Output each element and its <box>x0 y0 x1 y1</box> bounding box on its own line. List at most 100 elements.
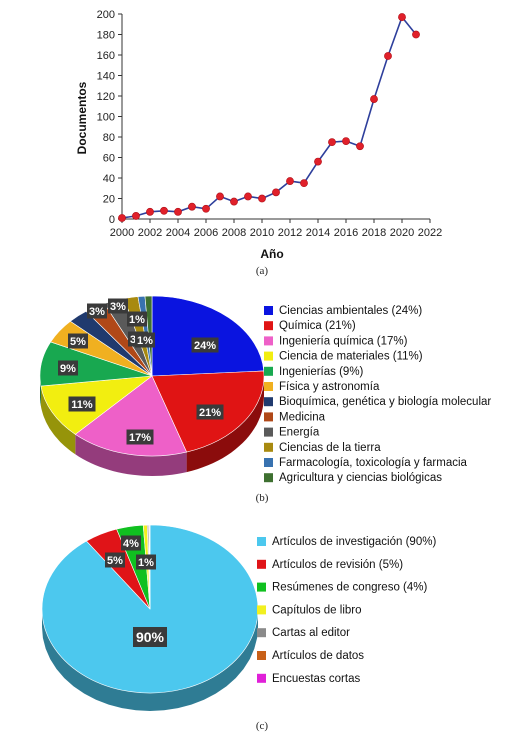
legend-entry: Farmacología, toxicología y farmacia <box>279 457 468 469</box>
legend-entry: Ciencia de materiales (11%) <box>279 351 423 363</box>
legend-swatch <box>257 537 266 546</box>
data-point <box>272 188 280 197</box>
data-label-box <box>136 554 156 570</box>
data-point <box>160 206 168 215</box>
legend-swatch <box>257 559 266 569</box>
y-tick-label: 100 <box>97 112 115 124</box>
x-tick-label: 2020 <box>390 227 414 239</box>
x-tick-label: 2014 <box>306 227 330 239</box>
x-tick-labels: 2000 2002 2004 2006 2008 2010 2012 2014 2016 2018… <box>110 227 442 239</box>
data-label: 9% <box>60 363 76 375</box>
data-point <box>188 202 196 211</box>
data-point <box>314 157 322 166</box>
y-tick-label: 0 <box>109 214 115 226</box>
caption-b: (b) <box>256 492 269 504</box>
caption-a: (a) <box>256 265 269 277</box>
data-label-box <box>121 535 141 551</box>
line-series <box>118 13 420 222</box>
x-tick-label: 2006 <box>194 227 218 239</box>
data-point <box>342 137 350 145</box>
legend-entry: Bioquímica, genética y biología molecula… <box>279 396 491 408</box>
data-label: 24% <box>194 340 216 352</box>
data-point <box>146 207 154 216</box>
data-label-box <box>133 627 167 647</box>
legend-swatch <box>264 382 273 391</box>
legend-entry: Cartas al editor <box>272 627 350 639</box>
pie-slice-side <box>42 609 258 711</box>
legend-entry: Física y astronomía <box>279 381 380 393</box>
y-tick-label: 140 <box>97 71 115 83</box>
legend-entry: Química (21%) <box>279 320 356 332</box>
pie-slice-side <box>186 376 264 473</box>
pie-b-data-labels: 24%21%17%11%9%5%3%3%3%1%1% <box>58 298 224 445</box>
line-chart: 0 20 40 60 80 100 120 140 160 180 200 2000 2002 2004… <box>75 9 442 277</box>
legend-entry: Ingenierías (9%) <box>279 366 364 378</box>
data-point <box>230 197 238 206</box>
legend-swatch <box>257 673 266 683</box>
pie-c-slices <box>41 524 259 711</box>
pie-slice <box>40 375 154 435</box>
legend-swatch <box>257 582 266 592</box>
legend-entry: Artículos de datos <box>272 650 364 662</box>
data-label-box <box>68 333 88 349</box>
x-tick-label: 2018 <box>362 227 386 239</box>
data-label-box <box>127 311 147 327</box>
data-label: 3% <box>110 301 126 313</box>
legend-swatch <box>264 336 273 346</box>
data-label-box <box>135 332 155 348</box>
data-point <box>132 212 140 220</box>
x-tick-label: 2008 <box>222 227 246 239</box>
x-tick-label: 2022 <box>418 227 442 239</box>
legend-swatch <box>264 321 273 331</box>
pie-b-slices <box>39 295 265 476</box>
y-tick-label: 200 <box>97 9 115 21</box>
series-line <box>121 15 417 219</box>
pie-slice <box>74 375 188 457</box>
data-point <box>286 177 294 185</box>
legend-entry: Artículos de revisión (5%) <box>272 559 403 571</box>
legend-swatch <box>264 412 273 422</box>
data-point <box>356 142 364 151</box>
x-tick-label: 2012 <box>278 227 302 239</box>
legend-entry: Energía <box>279 427 320 439</box>
legend-swatch <box>264 366 273 376</box>
legend-swatch <box>257 651 266 660</box>
y-tick-label: 60 <box>103 153 115 165</box>
data-label: 17% <box>129 432 151 444</box>
data-label: 11% <box>71 399 93 411</box>
y-tick-label: 160 <box>97 50 115 62</box>
pie-b-legend: Ciencias ambientales (24%) Química (21%) I… <box>264 305 491 484</box>
data-label: 5% <box>107 555 123 567</box>
data-label: 1% <box>129 314 145 326</box>
data-label-box <box>126 429 154 445</box>
legend-swatch <box>257 605 266 615</box>
x-tick-label: 2010 <box>250 227 274 239</box>
data-label: 3% <box>89 306 105 318</box>
legend-swatch <box>257 628 266 638</box>
data-label-box <box>105 552 125 568</box>
legend-swatch <box>264 427 273 437</box>
data-label: 90% <box>136 629 165 645</box>
y-tick-label: 40 <box>103 173 115 185</box>
x-tick-label: 2002 <box>138 227 162 239</box>
data-point <box>300 179 308 188</box>
legend-swatch <box>264 473 273 483</box>
data-label: 1% <box>137 335 153 347</box>
data-label: 1% <box>138 557 154 569</box>
data-label-box <box>58 360 78 376</box>
data-label-box <box>108 298 128 314</box>
data-label: 21% <box>199 407 221 419</box>
data-label-box <box>196 404 224 420</box>
y-tick-label: 20 <box>103 194 115 206</box>
caption-c: (c) <box>256 720 269 732</box>
legend-entry: Ingeniería química (17%) <box>279 335 408 347</box>
legend-swatch <box>264 397 273 407</box>
x-tick-label: 2004 <box>166 227 190 239</box>
pie-slice <box>151 295 265 377</box>
pie-c-legend: Artículos de investigación (90%) Artículo… <box>257 536 436 685</box>
pie-chart-b: 24%21%17%11%9%5%3%3%3%1%1% Ciencias ambi… <box>39 295 491 504</box>
legend-entry: Capítulos de libro <box>272 604 362 616</box>
data-point <box>244 192 252 201</box>
legend-entry: Resúmenes de congreso (4%) <box>272 582 427 594</box>
